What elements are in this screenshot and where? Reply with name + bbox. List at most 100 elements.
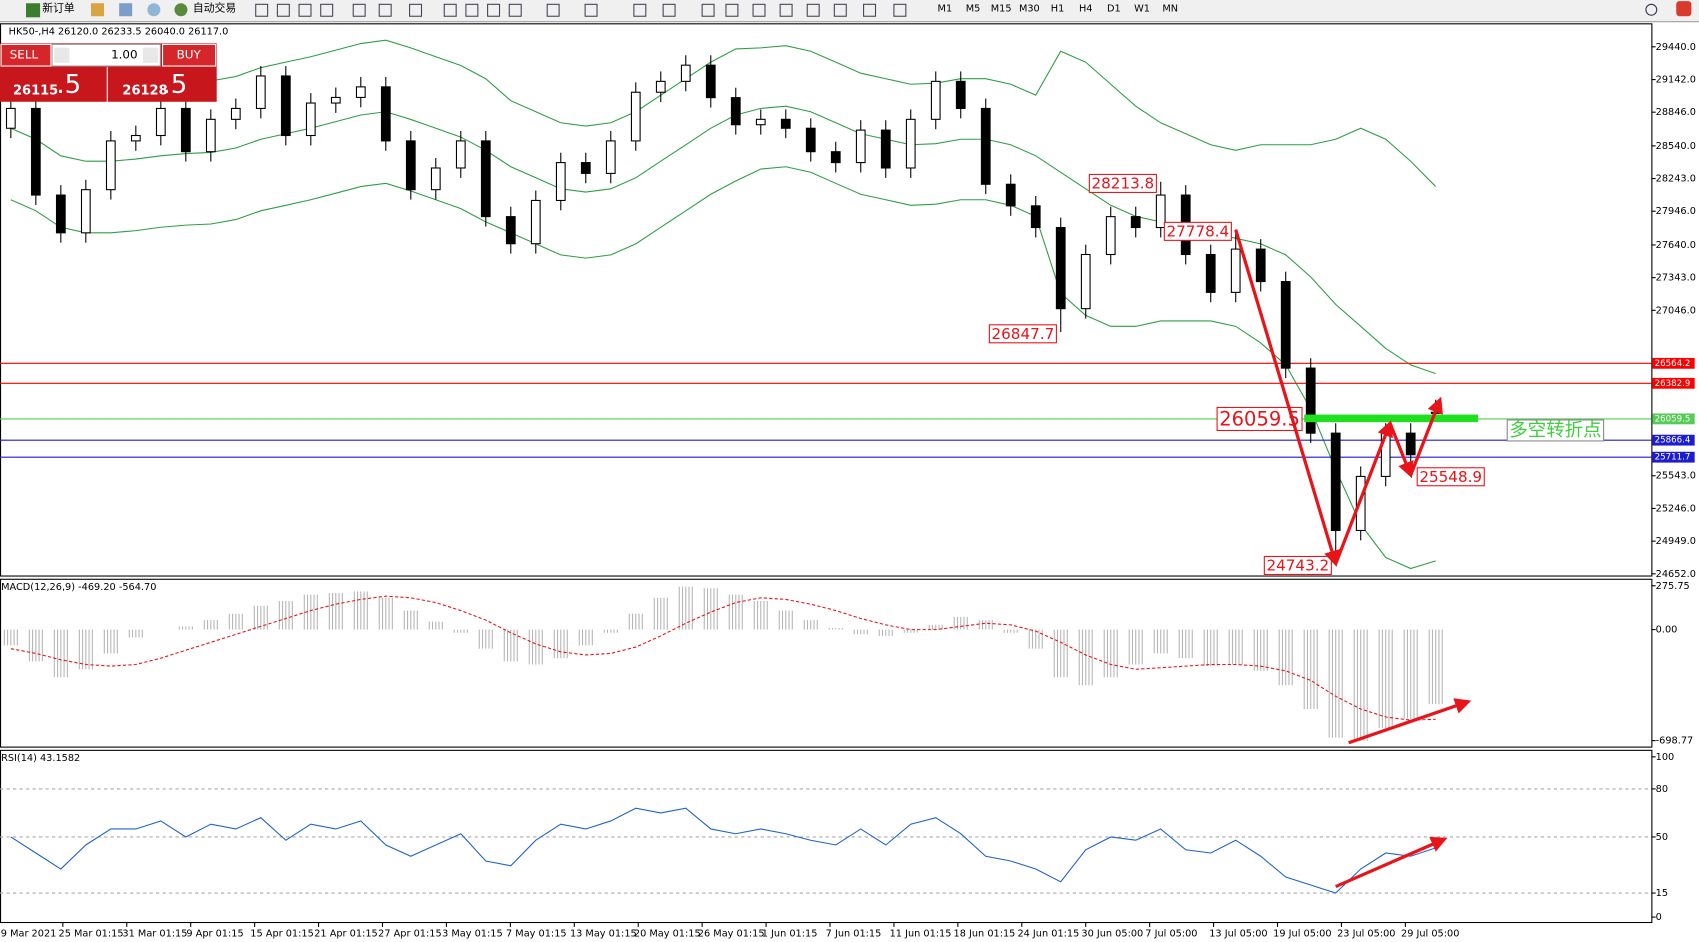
candle-body [880,129,891,169]
lot-input[interactable] [51,43,161,67]
tool-icon[interactable] [701,3,715,17]
candle-body [380,86,391,142]
tool-icon[interactable] [833,3,847,17]
timeframe-button[interactable]: H4 [1079,4,1093,15]
candle-body [655,80,666,93]
candle-body [1255,248,1266,283]
candle-body [205,118,216,153]
tool-icon[interactable] [662,3,676,17]
tool-icon[interactable] [752,3,766,17]
timeframe-button[interactable]: W1 [1134,4,1150,15]
price-tag [1652,413,1695,425]
candle-body [830,151,841,164]
buy-label: BUY [177,48,202,62]
timeframe-button[interactable]: H1 [1051,4,1065,15]
tool-icon[interactable] [487,3,501,17]
price-tag-label: 25711.7 [1655,453,1691,463]
x-tick-label: 1 Jun 01:15 [762,928,818,939]
price-label: 25548.9 [1419,468,1482,486]
timeframe-button[interactable]: D1 [1107,4,1121,15]
tool-icon[interactable] [584,3,598,17]
candle-body [505,216,516,245]
candle-body [30,107,41,196]
tool-icon[interactable] [725,3,739,17]
price-tag [1652,451,1695,463]
y-tick-label: 28846.0 [1656,107,1696,118]
x-tick-label: 21 Apr 01:15 [314,928,377,939]
timeframe-button[interactable]: MN [1162,4,1178,15]
tool-icon[interactable] [779,3,793,17]
trend-arrow [1348,698,1472,745]
tool-icon[interactable] [91,3,105,17]
trend-arrow [1234,229,1340,567]
y-tick-label: 50 [1656,832,1668,843]
notification-badge[interactable] [1676,1,1692,17]
tool-icon[interactable] [352,3,366,17]
sell-label: SELL [10,48,39,62]
candle-body [680,64,691,82]
tool-icon[interactable] [298,3,312,17]
timeframe-button[interactable]: M5 [966,4,981,15]
ask-price[interactable]: 26128 [122,83,167,98]
price-tag [1652,377,1695,389]
candle-body [305,102,316,137]
tool-icon[interactable] [147,3,161,17]
tool-icon[interactable] [255,3,269,17]
y-tick-label: 24949.0 [1656,536,1696,547]
tool-icon[interactable] [119,3,133,17]
candle-body [1330,432,1341,531]
auto-trading-button[interactable]: 自动交易 [193,1,236,15]
price-tag-label: 26382.9 [1655,379,1691,389]
tool-icon[interactable] [276,3,290,17]
tool-icon[interactable] [893,3,907,17]
x-tick-label: 23 Jul 05:00 [1337,928,1395,939]
lot-up[interactable] [143,47,159,63]
tool-icon[interactable] [633,3,647,17]
x-tick-label: 9 Apr 01:15 [186,928,243,939]
price-label: 多空转折点 [1509,420,1601,441]
new-order-icon[interactable] [26,3,41,18]
bid-price[interactable]: 26115 [13,83,58,98]
tool-icon[interactable] [465,3,479,17]
tool-icon[interactable] [409,3,423,17]
y-tick-label: 28540.0 [1656,141,1696,152]
timeframe-button[interactable]: M1 [938,4,953,15]
sell-button[interactable] [0,43,52,67]
candle-body [930,80,941,120]
tool-icon[interactable] [508,3,522,17]
auto-trading-icon[interactable] [174,3,188,17]
tool-icon[interactable] [378,3,392,17]
y-tick-label: -698.77 [1656,736,1694,747]
timeframe-button[interactable]: M15 [991,4,1012,15]
y-tick-label: 28243.0 [1656,174,1696,185]
price-label: 27778.4 [1167,222,1230,240]
y-tick-label: 27946.0 [1656,206,1696,217]
timeframe-button[interactable]: M30 [1019,4,1040,15]
tool-icon[interactable] [320,3,334,17]
price-label: 26059.5 [1219,407,1300,430]
ask-pips: .5 [163,70,188,100]
x-tick-label: 24 Jun 01:15 [1017,928,1079,939]
x-tick-label: 25 Mar 01:15 [59,928,124,939]
search-icon[interactable] [1645,3,1658,16]
tool-icon[interactable] [546,3,560,17]
candle-body [455,140,466,169]
x-tick-label: 11 Jun 01:15 [890,928,952,939]
panel-title: HK50-,H4 26120.0 26233.5 26040.0 26117.0 [9,26,229,37]
price-label-box [1163,221,1232,241]
lot-down[interactable] [54,47,70,63]
buy-button[interactable] [161,43,217,67]
candle-body [1405,432,1416,456]
y-tick-label: 29440.0 [1656,42,1696,53]
tool-icon[interactable] [863,3,877,17]
candle-body [280,75,291,137]
tool-icon[interactable] [806,3,820,17]
candle-body [355,86,366,98]
new-order-button[interactable]: 新订单 [42,1,75,15]
candle-body [80,189,91,234]
bollinger-lower [10,166,1436,570]
rsi-line [10,807,1436,894]
price-tag [1652,434,1695,446]
tool-icon[interactable] [443,3,457,17]
candle-body [980,107,991,185]
